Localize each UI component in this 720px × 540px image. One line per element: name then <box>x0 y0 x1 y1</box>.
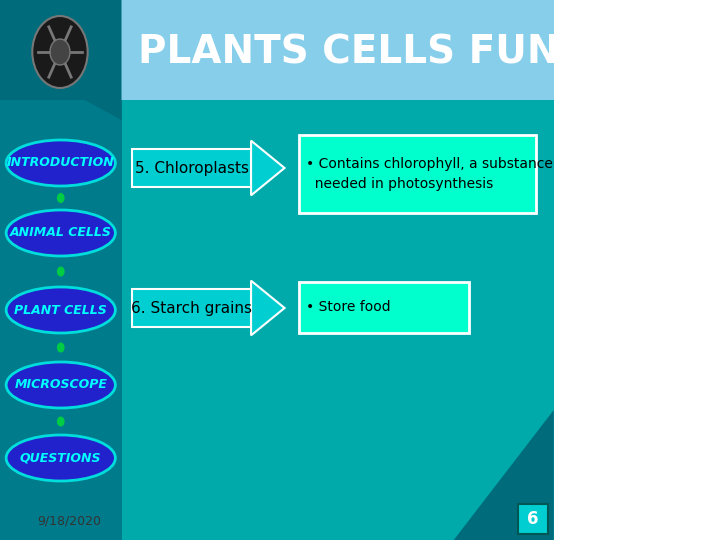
FancyBboxPatch shape <box>0 100 554 540</box>
Ellipse shape <box>6 140 115 186</box>
Ellipse shape <box>6 362 115 408</box>
Polygon shape <box>251 140 284 195</box>
Polygon shape <box>251 281 284 335</box>
Ellipse shape <box>6 435 115 481</box>
Text: 6. Starch grains: 6. Starch grains <box>131 300 252 315</box>
FancyBboxPatch shape <box>518 504 548 534</box>
Text: • Store food: • Store food <box>306 300 391 314</box>
Polygon shape <box>454 410 554 540</box>
Circle shape <box>57 342 65 353</box>
Circle shape <box>57 267 65 276</box>
Circle shape <box>57 416 65 427</box>
Text: PLANT CELLS: PLANT CELLS <box>14 303 107 316</box>
FancyBboxPatch shape <box>0 0 554 100</box>
Text: 5. Chloroplasts: 5. Chloroplasts <box>135 160 248 176</box>
Text: INTRODUCTION: INTRODUCTION <box>7 157 114 170</box>
FancyBboxPatch shape <box>300 135 536 213</box>
Text: 9/18/2020: 9/18/2020 <box>37 515 101 528</box>
Ellipse shape <box>6 210 115 256</box>
Polygon shape <box>0 0 122 120</box>
FancyBboxPatch shape <box>0 100 122 540</box>
Circle shape <box>50 39 70 65</box>
Text: PLANTS CELLS FUNCTIONS: PLANTS CELLS FUNCTIONS <box>138 33 720 71</box>
Text: • Contains chlorophyll, a substance
  needed in photosynthesis: • Contains chlorophyll, a substance need… <box>306 157 553 191</box>
Text: MICROSCOPE: MICROSCOPE <box>14 379 107 392</box>
FancyBboxPatch shape <box>300 282 469 333</box>
Text: 6: 6 <box>527 510 539 528</box>
Circle shape <box>32 16 88 88</box>
FancyBboxPatch shape <box>132 289 251 327</box>
Text: ANIMAL CELLS: ANIMAL CELLS <box>10 226 112 240</box>
Circle shape <box>57 193 65 203</box>
Ellipse shape <box>6 287 115 333</box>
Text: QUESTIONS: QUESTIONS <box>20 451 102 464</box>
FancyBboxPatch shape <box>132 149 251 187</box>
